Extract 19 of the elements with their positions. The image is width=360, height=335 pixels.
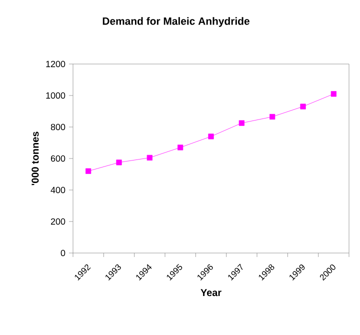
point	[270, 114, 276, 120]
point	[238, 120, 244, 126]
point	[330, 91, 336, 97]
point	[178, 144, 184, 150]
y-tick-label: 800	[50, 124, 66, 130]
y-tick-label: 1000	[46, 92, 66, 99]
y-tick-label: 1200	[46, 60, 66, 68]
point	[300, 104, 306, 110]
chart-title: Demand for Maleic Anhydride	[102, 17, 250, 27]
point	[208, 134, 214, 140]
point	[86, 168, 92, 174]
point	[116, 160, 122, 166]
y-tick-label: 600	[50, 155, 66, 162]
y-tick-label: 400	[50, 186, 66, 194]
x-axis-title: Year	[200, 289, 222, 296]
y-tick-label: 0	[60, 250, 66, 256]
y-tick-label: 200	[50, 218, 66, 225]
y-axis-title: '000 tonnes	[32, 132, 39, 186]
point	[146, 154, 152, 161]
